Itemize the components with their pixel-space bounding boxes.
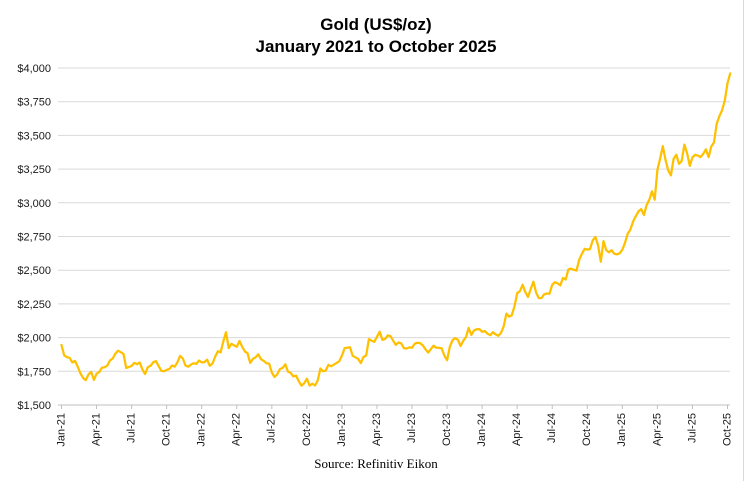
y-axis-tick-label: $1,500 (17, 400, 51, 412)
x-axis-tick-label: Jan-22 (196, 413, 208, 447)
x-axis-tick-label: Apr-24 (511, 413, 523, 446)
x-axis-tick-label: Apr-21 (90, 413, 102, 446)
x-axis-tick-label: Apr-23 (371, 413, 383, 446)
y-axis-tick-label: $2,750 (17, 232, 51, 244)
x-axis-tick-label: Oct-24 (581, 413, 593, 446)
x-axis-tick-label: Apr-22 (231, 413, 243, 446)
y-axis-tick-label: $1,750 (17, 366, 51, 378)
x-axis-tick-label: Jan-23 (336, 413, 348, 447)
x-axis-tick-label: Oct-23 (441, 413, 453, 446)
x-axis-tick-label: Jul-21 (126, 413, 138, 443)
chart-title: Gold (US$/oz) (320, 15, 431, 34)
x-axis-tick-label: Jul-22 (266, 413, 278, 443)
y-axis-tick-label: $3,500 (17, 130, 51, 142)
y-axis-tick-label: $3,000 (17, 198, 51, 210)
y-axis-tick-label: $2,250 (17, 299, 51, 311)
y-axis-tick-label: $2,000 (17, 333, 51, 345)
chart-subtitle: January 2021 to October 2025 (256, 37, 497, 56)
x-axis-tick-label: Jul-25 (686, 413, 698, 443)
y-axis-labels: $1,500 $1,750 $2,000 $2,250 $2,500 $2,750 $3,0… (17, 63, 51, 412)
x-axis: Jan-21 Apr-21 Jul-21 Oct-21 Jan-22 Apr-22 Jul-… (55, 405, 733, 447)
x-axis-tick-label: Jan-24 (476, 413, 488, 447)
x-axis-tick-label: Oct-25 (721, 413, 733, 446)
y-gridlines (58, 67, 730, 406)
x-axis-tick-label: Jul-23 (406, 413, 418, 443)
x-axis-tick-label: Oct-21 (161, 413, 173, 446)
y-axis-tick-label: $3,250 (17, 164, 51, 176)
x-axis-tick-label: Jan-21 (55, 413, 67, 447)
source-caption: Source: Refinitiv Eikon (314, 456, 438, 471)
y-axis-tick-label: $3,750 (17, 97, 51, 109)
x-axis-tick-label: Jul-24 (546, 413, 558, 443)
y-axis-tick-label: $4,000 (17, 63, 51, 75)
x-axis-tick-label: Jan-25 (616, 413, 628, 447)
gold-price-line (60, 72, 732, 387)
x-axis-tick-label: Apr-25 (651, 413, 663, 446)
x-axis-tick-label: Oct-22 (301, 413, 313, 446)
y-axis-tick-label: $2,500 (17, 265, 51, 277)
